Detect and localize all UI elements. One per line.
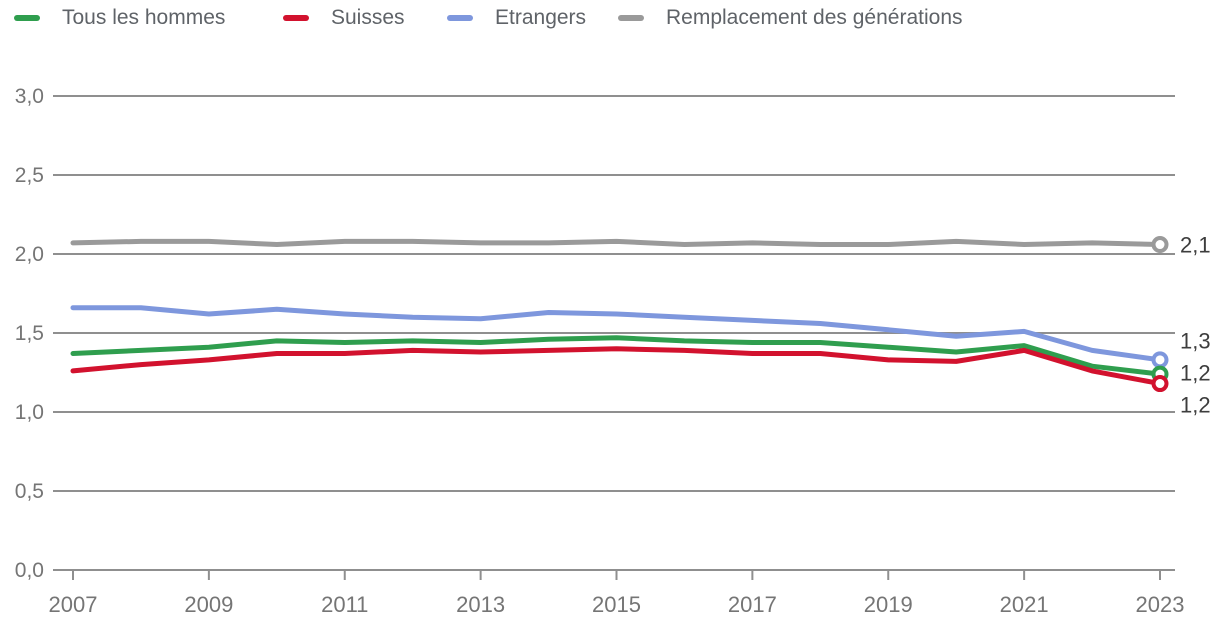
end-value-label: 1,3 — [1180, 329, 1211, 354]
legend-swatch-gray-icon — [618, 15, 644, 21]
x-tick-label: 2023 — [1136, 592, 1185, 617]
y-tick-label: 2,5 — [15, 164, 44, 187]
y-tick-label: 1,5 — [15, 322, 44, 345]
x-tick-label: 2017 — [728, 592, 777, 617]
legend-label: Suisses — [331, 6, 405, 29]
legend-item-suisses[interactable]: Suisses — [283, 0, 405, 36]
legend-item-etrangers[interactable]: Etrangers — [447, 0, 586, 36]
y-tick-label: 2,0 — [15, 243, 44, 266]
end-value-label: 1,2 — [1180, 393, 1211, 418]
legend-swatch-green-icon — [14, 15, 40, 21]
series-end-marker-etrangers — [1151, 351, 1169, 369]
legend-item-tous-les-hommes[interactable]: Tous les hommes — [14, 0, 225, 36]
x-tick-label: 2021 — [1000, 592, 1049, 617]
x-tick-label: 2015 — [592, 592, 641, 617]
y-tick-label: 3,0 — [15, 85, 44, 108]
x-tick-label: 2011 — [321, 592, 368, 617]
series-line-suisses — [70, 346, 1163, 387]
legend-label: Tous les hommes — [62, 6, 226, 29]
x-tick-label: 2009 — [184, 592, 233, 617]
end-value-label: 2,1 — [1180, 233, 1211, 258]
series-line-etrangers — [70, 305, 1163, 363]
x-tick-label: 2007 — [49, 592, 98, 617]
legend-item-remplacement[interactable]: Remplacement des générations — [618, 0, 963, 36]
x-tick-label: 2013 — [456, 592, 505, 617]
y-tick-label: 1,0 — [15, 401, 44, 424]
series-line-remplacement-des-g-n-rations — [70, 238, 1163, 247]
legend-swatch-blue-icon — [447, 15, 473, 21]
y-tick-label: 0,5 — [15, 480, 44, 503]
legend-swatch-red-icon — [283, 15, 309, 21]
end-value-label: 1,2 — [1180, 361, 1211, 386]
series-end-marker-suisses — [1151, 375, 1169, 393]
chart-legend: Tous les hommes Suisses Etrangers Rempla… — [0, 0, 1220, 36]
series-end-marker-remplacement-des-g-n-rations — [1151, 236, 1169, 254]
legend-label: Remplacement des générations — [666, 6, 963, 29]
y-tick-label: 0,0 — [15, 559, 44, 582]
legend-label: Etrangers — [495, 6, 587, 29]
series-line-tous-les-hommes — [70, 335, 1163, 377]
x-tick-label: 2019 — [864, 592, 913, 617]
